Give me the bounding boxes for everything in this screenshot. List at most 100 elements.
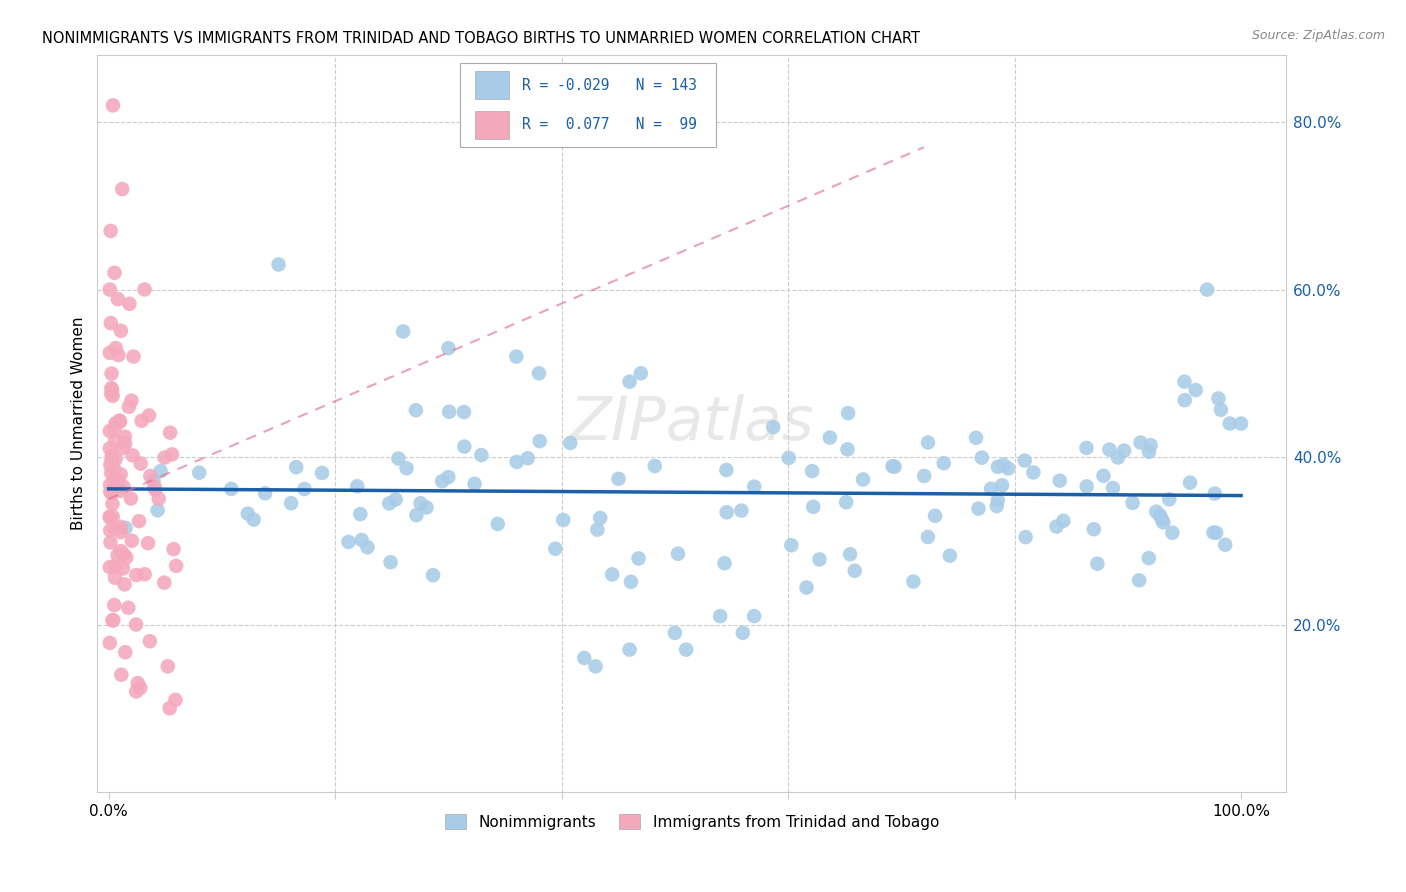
Point <box>1092 468 1115 483</box>
Point <box>1022 466 1045 480</box>
Point <box>104 417 127 431</box>
Point <box>1137 444 1160 458</box>
Point <box>837 442 859 457</box>
Point <box>585 659 607 673</box>
Point <box>104 522 127 536</box>
Point <box>839 547 862 561</box>
Point <box>100 452 122 467</box>
Point <box>529 434 551 449</box>
Bar <box>475 111 509 139</box>
Point <box>882 459 904 474</box>
Point <box>560 436 582 450</box>
Point <box>101 389 124 403</box>
Point <box>101 98 124 112</box>
Point <box>118 400 141 414</box>
Point <box>100 386 122 401</box>
Point <box>544 541 567 556</box>
Point <box>267 257 290 271</box>
Point <box>108 414 131 428</box>
Point <box>98 509 121 524</box>
Point <box>453 440 475 454</box>
Point <box>967 501 990 516</box>
Point <box>148 491 170 506</box>
Point <box>115 550 138 565</box>
Point <box>100 316 122 330</box>
Point <box>1178 475 1201 490</box>
Point <box>1161 525 1184 540</box>
Point <box>470 448 492 462</box>
Point <box>384 492 406 507</box>
Point <box>108 415 131 429</box>
Point <box>101 497 124 511</box>
FancyBboxPatch shape <box>460 62 716 147</box>
Point <box>111 561 134 575</box>
Point <box>1049 474 1071 488</box>
Point <box>134 283 156 297</box>
Point <box>1098 442 1121 457</box>
Point <box>912 469 935 483</box>
Point <box>486 516 509 531</box>
Point <box>986 499 1008 513</box>
Text: Source: ZipAtlas.com: Source: ZipAtlas.com <box>1251 29 1385 42</box>
Point <box>101 614 124 628</box>
Point <box>112 547 135 561</box>
Point <box>586 523 609 537</box>
Text: NONIMMIGRANTS VS IMMIGRANTS FROM TRINIDAD AND TOBAGO BIRTHS TO UNMARRIED WOMEN C: NONIMMIGRANTS VS IMMIGRANTS FROM TRINIDA… <box>42 31 920 46</box>
Point <box>1052 514 1074 528</box>
Legend: Nonimmigrants, Immigrants from Trinidad and Tobago: Nonimmigrants, Immigrants from Trinidad … <box>439 808 945 836</box>
Point <box>337 535 360 549</box>
Point <box>98 636 121 650</box>
Point <box>742 609 765 624</box>
Point <box>1149 508 1171 523</box>
Point <box>1129 435 1152 450</box>
Point <box>917 435 939 450</box>
Point <box>131 414 153 428</box>
Point <box>1174 393 1197 408</box>
Point <box>280 496 302 510</box>
Point <box>1197 283 1219 297</box>
Point <box>134 567 156 582</box>
Point <box>98 283 121 297</box>
Point <box>422 568 444 582</box>
Point <box>527 367 550 381</box>
Point <box>125 617 148 632</box>
Point <box>1219 417 1241 431</box>
Point <box>709 609 731 624</box>
Point <box>98 478 121 492</box>
Point <box>146 503 169 517</box>
Point <box>716 505 738 519</box>
Point <box>505 455 527 469</box>
Point <box>98 484 121 499</box>
Point <box>1208 392 1230 406</box>
Point <box>801 500 824 514</box>
Point <box>1087 557 1109 571</box>
Y-axis label: Births to Unmarried Women: Births to Unmarried Women <box>72 317 86 531</box>
Point <box>129 457 152 471</box>
Text: R =  0.077   N =  99: R = 0.077 N = 99 <box>522 117 697 132</box>
Point <box>844 564 866 578</box>
Point <box>664 625 686 640</box>
Point <box>242 512 264 526</box>
Point <box>395 461 418 475</box>
Point <box>1213 538 1236 552</box>
Point <box>236 507 259 521</box>
Point <box>114 577 136 591</box>
Point <box>997 461 1019 475</box>
Point <box>110 525 132 540</box>
Point <box>903 574 925 589</box>
Point <box>103 598 125 612</box>
Point <box>1014 530 1036 544</box>
Text: R = -0.029   N = 143: R = -0.029 N = 143 <box>522 78 697 93</box>
Point <box>993 458 1015 472</box>
Point <box>1122 496 1144 510</box>
Point <box>121 533 143 548</box>
Point <box>114 429 136 443</box>
Point <box>924 508 946 523</box>
Point <box>574 651 596 665</box>
Point <box>437 470 460 484</box>
Point <box>143 480 166 494</box>
Point <box>98 510 121 524</box>
Point <box>159 701 181 715</box>
Point <box>112 480 135 494</box>
Point <box>939 549 962 563</box>
